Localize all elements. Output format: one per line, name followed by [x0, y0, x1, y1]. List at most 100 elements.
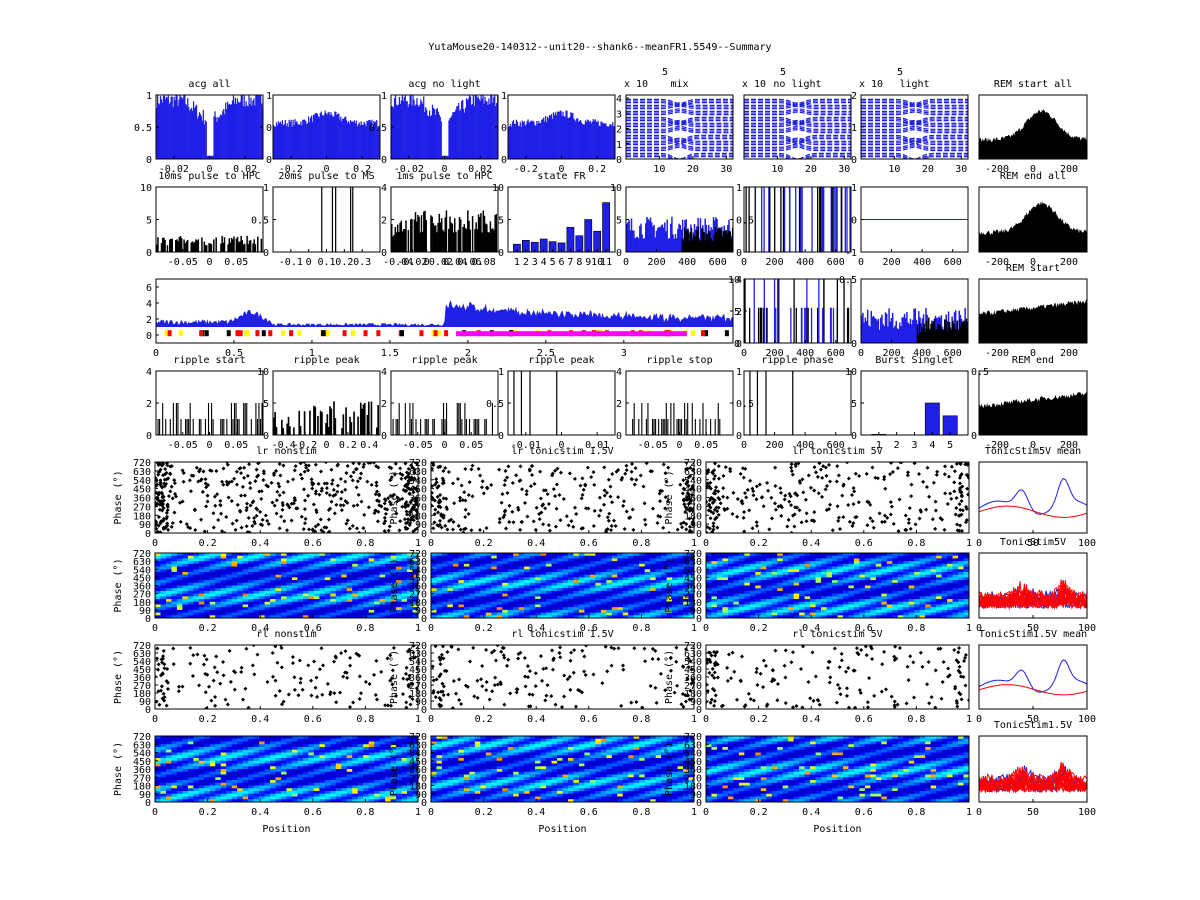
- histogram-bar: [434, 225, 437, 252]
- spike-dot: [478, 473, 483, 478]
- histogram-bar: [572, 112, 574, 159]
- heatmap-cell: [335, 580, 342, 584]
- histogram-bar: [417, 105, 419, 159]
- histogram-bar: [431, 216, 433, 252]
- heatmap-cell: [264, 588, 271, 592]
- histogram-bar: [494, 95, 496, 159]
- histogram-bar: [181, 97, 183, 159]
- spike-dot: [196, 479, 201, 484]
- heatmap-cell: [412, 566, 418, 570]
- heatmap-cell: [567, 607, 574, 611]
- spike-dot: [341, 503, 346, 508]
- y-tick-label: 1: [616, 140, 622, 151]
- y-tick-label: 1: [146, 91, 152, 102]
- histogram-bar: [422, 103, 424, 159]
- histogram-bar: [486, 101, 488, 159]
- heatmap-cell: [313, 555, 320, 559]
- heatmap-cell: [259, 577, 266, 581]
- heatmap-cell: [573, 588, 580, 592]
- heatmap-cell: [264, 609, 271, 614]
- spike-dot: [254, 467, 259, 472]
- heatmap-cell: [165, 553, 172, 557]
- heatmap-cell: [441, 569, 448, 573]
- histogram-bar: [349, 416, 351, 435]
- histogram-bar: [938, 324, 940, 343]
- spike-dot: [873, 475, 878, 480]
- heatmap-cell: [463, 585, 470, 589]
- histogram-bar: [896, 328, 899, 343]
- heatmap-cell: [286, 615, 293, 618]
- x-tick-label: 5: [947, 440, 953, 451]
- spike-dot: [324, 491, 329, 496]
- histogram-bar: [545, 122, 548, 159]
- spike-dot: [329, 499, 334, 504]
- heatmap-cell: [324, 577, 331, 581]
- heatmap-cell: [182, 599, 189, 603]
- y-tick-label: 180: [133, 511, 151, 522]
- heatmap-cell: [237, 571, 244, 576]
- heatmap-cell: [557, 558, 563, 562]
- histogram-bar: [524, 125, 526, 159]
- histogram-bar: [673, 238, 676, 252]
- heatmap-cell: [502, 563, 509, 568]
- heatmap-cell: [441, 563, 448, 568]
- event-line: [556, 371, 558, 435]
- heatmap-cell: [171, 612, 178, 616]
- heatmap-cell: [518, 593, 525, 597]
- x-tick-label: -0.05: [638, 440, 668, 451]
- histogram-bar: [235, 238, 238, 252]
- spike-dot: [226, 495, 231, 500]
- spike-dot: [313, 529, 318, 533]
- spike-dot: [623, 471, 628, 476]
- heatmap-cell: [502, 553, 509, 557]
- heatmap-cell: [226, 593, 233, 597]
- heatmap-cell: [518, 601, 525, 605]
- histogram-bar: [864, 317, 867, 343]
- x-tick-label: 30: [838, 164, 850, 175]
- heatmap-cell: [567, 566, 574, 570]
- x-tick-label: 1.5: [381, 348, 399, 359]
- waveform-trace: [744, 100, 851, 106]
- x-tick-label: -0.05: [168, 257, 198, 268]
- axes-box: [743, 370, 852, 436]
- heatmap-cell: [379, 585, 386, 589]
- heatmap-cell: [155, 569, 161, 573]
- spike-dot: [272, 503, 277, 508]
- heatmap-cell: [259, 599, 266, 603]
- heatmap-cell: [226, 574, 233, 578]
- spike-dot: [376, 499, 381, 504]
- histogram-bar: [165, 96, 167, 159]
- waveform-trace: [626, 121, 733, 126]
- heatmap-cell: [176, 555, 183, 559]
- histogram-bar: [609, 124, 611, 159]
- y-tick-label: 2: [146, 399, 152, 410]
- heatmap-cell: [204, 599, 211, 603]
- spike-dot: [164, 462, 169, 466]
- spike-dot: [412, 476, 417, 481]
- heatmap-cell: [324, 593, 331, 597]
- x-tick-label: 30: [955, 164, 967, 175]
- heatmap-cell: [540, 590, 547, 595]
- histogram-bar: [684, 403, 686, 435]
- histogram-bar: [433, 225, 436, 252]
- histogram-bar: [432, 107, 435, 159]
- heatmap-cell: [573, 582, 580, 586]
- x-tick-label: 6: [558, 257, 564, 268]
- spike-dot: [192, 508, 197, 513]
- heatmap-cell: [573, 569, 580, 573]
- histogram-bar: [338, 113, 340, 159]
- heatmap-cell: [485, 588, 492, 592]
- heatmap-cell: [562, 558, 569, 562]
- histogram-bar: [344, 116, 347, 159]
- plot-area: [156, 300, 733, 337]
- spike-dot: [688, 465, 693, 470]
- heatmap-cell: [291, 569, 298, 573]
- histogram-bar: [712, 217, 715, 252]
- histogram-bar: [286, 123, 288, 159]
- heatmap-cell: [193, 601, 200, 605]
- heatmap-cell: [352, 555, 359, 559]
- histogram-bar: [330, 408, 333, 435]
- histogram-bar: [230, 237, 233, 252]
- heatmap-cell: [407, 588, 414, 592]
